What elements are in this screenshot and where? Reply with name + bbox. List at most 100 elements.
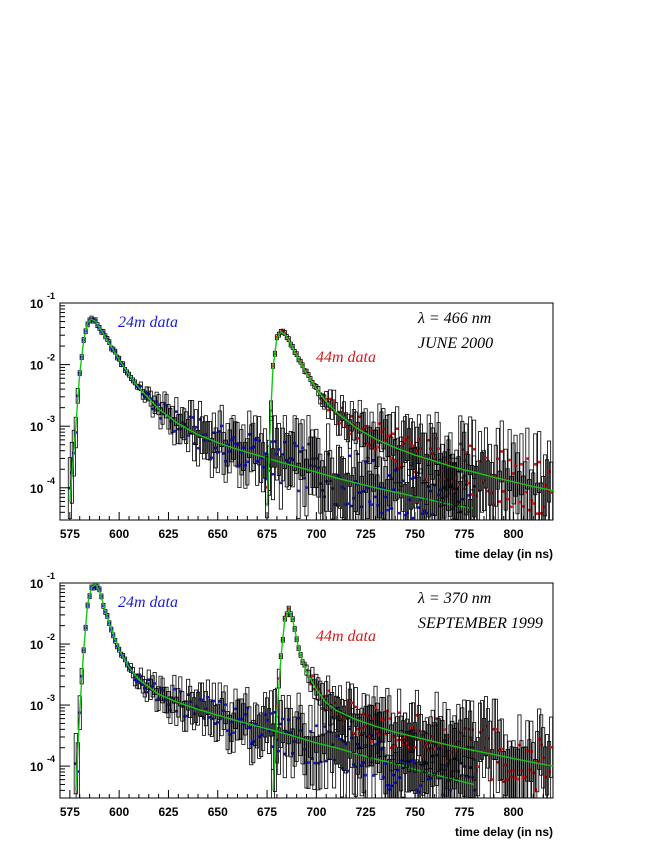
data-point: [277, 749, 281, 753]
data-point: [535, 512, 539, 515]
data-point: [295, 444, 298, 448]
data-point: [350, 701, 354, 705]
series-label: 44m data: [316, 628, 376, 645]
data-point: [411, 516, 415, 520]
panel-top: 575 600 625 650 675 700 725 750 775 800 time delay…: [30, 291, 554, 561]
y-tick-exponent: -2: [47, 632, 55, 642]
data-point: [307, 373, 310, 377]
data-point: [139, 385, 143, 388]
y-tick-label: 10: [30, 420, 44, 434]
data-point: [324, 397, 328, 401]
data-point: [466, 481, 470, 485]
date-annotation: SEPTEMBER 1999: [418, 615, 543, 632]
y-tick-exponent: -4: [47, 754, 55, 764]
data-point: [307, 761, 310, 764]
data-point: [232, 731, 235, 734]
data-point: [388, 434, 391, 437]
data-point: [433, 747, 436, 751]
error-bar: [272, 732, 277, 792]
data-point: [301, 446, 304, 450]
data-point: [476, 765, 480, 769]
x-tick-label: 675: [257, 527, 277, 541]
data-point: [269, 440, 273, 444]
x-tick-label: 800: [504, 805, 524, 819]
data-point: [279, 481, 283, 485]
plot-area: [73, 583, 553, 801]
data-point: [186, 434, 190, 437]
data-point: [277, 448, 281, 451]
y-tick-label: 10: [30, 760, 44, 774]
data-point: [305, 370, 308, 373]
date-annotation: JUNE 2000: [418, 335, 493, 352]
data-point: [216, 721, 220, 724]
fit-curve: [69, 318, 475, 510]
data-point: [263, 452, 267, 455]
x-tick-label: 575: [60, 527, 80, 541]
error-bar: [513, 747, 518, 798]
error-bar: [357, 461, 362, 520]
x-tick-label: 750: [405, 805, 425, 819]
data-point: [175, 410, 178, 413]
data-point: [272, 798, 275, 801]
data-point: [173, 429, 176, 433]
data-point: [184, 714, 188, 718]
data-point: [386, 508, 389, 512]
data-point: [531, 502, 535, 505]
x-tick-label: 675: [257, 805, 277, 819]
data-point: [311, 674, 314, 677]
x-tick-label: 725: [356, 527, 376, 541]
data-point: [490, 778, 494, 781]
series-44m: [270, 605, 553, 801]
x-tick-label: 700: [306, 527, 326, 541]
data-point: [196, 446, 200, 450]
error-bar: [300, 362, 305, 369]
data-point: [524, 490, 527, 494]
plot-area: [67, 315, 553, 520]
error-bar: [519, 740, 524, 798]
data-point: [470, 519, 474, 520]
data-point: [194, 425, 198, 429]
data-point: [113, 350, 117, 353]
fit-curve: [266, 330, 553, 507]
wavelength-annotation: λ = 370 nm: [417, 590, 491, 607]
x-tick-label: 625: [158, 527, 178, 541]
data-point: [537, 460, 541, 464]
data-point: [364, 773, 367, 777]
data-point: [121, 362, 125, 366]
series-44m: [265, 328, 553, 520]
data-point: [526, 457, 529, 460]
data-point: [395, 427, 399, 431]
error-bar: [383, 466, 388, 520]
data-point: [464, 451, 468, 454]
y-tick-exponent: -4: [47, 476, 55, 486]
data-point: [94, 318, 97, 322]
error-bar: [489, 462, 494, 520]
data-point: [309, 730, 312, 733]
data-point: [395, 738, 399, 742]
data-point: [102, 330, 105, 334]
data-point: [269, 712, 273, 715]
y-tick-label: 10: [30, 638, 44, 652]
data-point: [388, 717, 391, 720]
data-point: [283, 331, 287, 335]
data-point: [508, 458, 511, 462]
data-point: [271, 472, 275, 476]
data-point: [500, 450, 504, 453]
x-tick-label: 600: [109, 527, 129, 541]
x-tick-label: 575: [60, 805, 80, 819]
data-point: [425, 478, 429, 481]
data-point: [326, 408, 330, 412]
data-point: [173, 687, 176, 691]
data-point: [468, 444, 472, 448]
x-tick-label: 650: [208, 527, 228, 541]
data-point: [466, 494, 470, 497]
error-bar: [511, 740, 516, 798]
data-point: [494, 728, 498, 731]
error-bar: [531, 742, 536, 798]
data-point: [313, 761, 316, 765]
y-tick-label: 10: [30, 577, 44, 591]
data-point: [397, 711, 401, 715]
data-point: [470, 493, 474, 496]
data-point: [76, 770, 80, 773]
